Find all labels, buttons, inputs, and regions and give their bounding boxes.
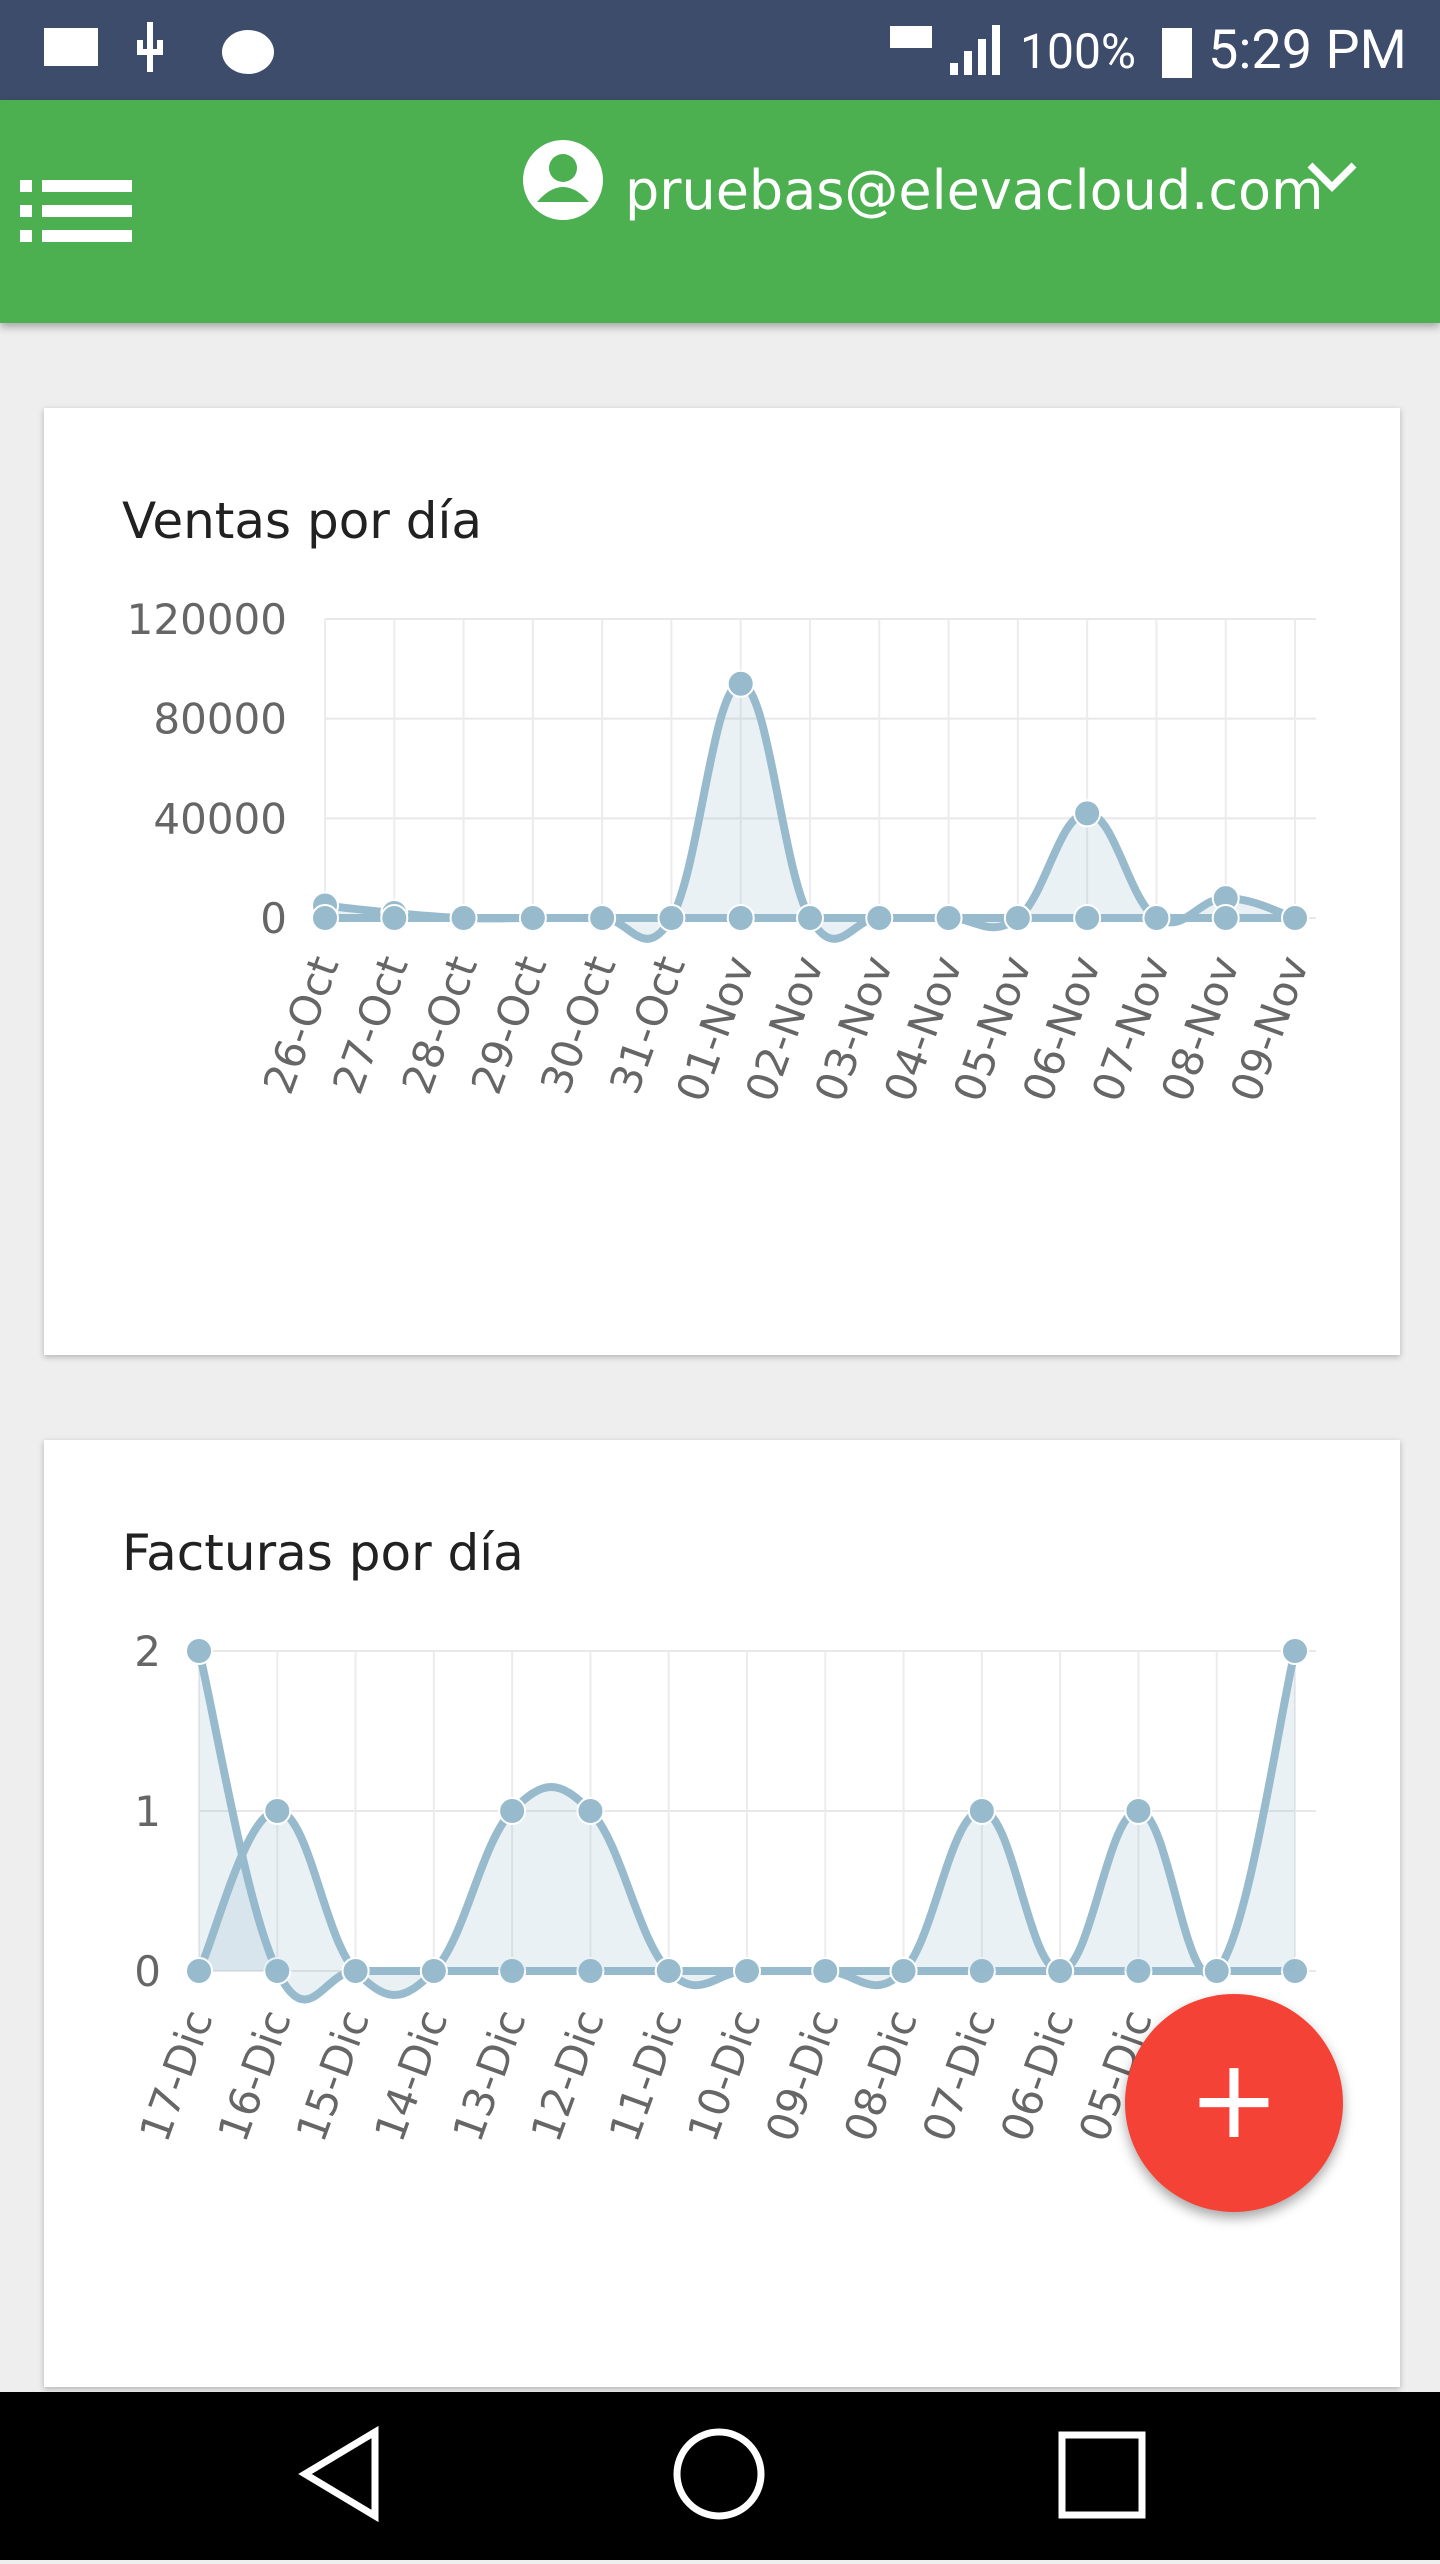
usb-icon xyxy=(137,22,163,72)
home-button[interactable] xyxy=(673,2428,765,2520)
area xyxy=(325,683,1295,939)
point xyxy=(889,1957,918,1985)
y-tick-label: 120000 xyxy=(127,595,287,644)
x-tick-label: 16-Dic xyxy=(208,2004,300,2148)
lte-icon xyxy=(890,26,932,48)
point xyxy=(498,1957,527,1985)
point xyxy=(1281,1957,1309,1985)
point xyxy=(1124,1797,1153,1825)
y-tick-label: 2 xyxy=(134,1627,161,1676)
battery-text: 100% xyxy=(1020,23,1136,80)
x-tick-label: 14-Dic xyxy=(365,2004,457,2148)
point xyxy=(518,904,547,932)
nav-bar xyxy=(0,2392,1440,2560)
user-email[interactable]: pruebas@elevacloud.com xyxy=(625,159,1324,222)
point xyxy=(185,1637,213,1665)
point xyxy=(1073,799,1102,828)
y-tick-label: 40000 xyxy=(153,794,287,843)
signal-icon xyxy=(950,25,1000,75)
android-icon xyxy=(222,30,274,74)
menu-button[interactable] xyxy=(20,180,132,242)
x-tick-label: 10-Dic xyxy=(678,2004,770,2148)
point xyxy=(1281,904,1309,932)
y-tick-label: 80000 xyxy=(153,695,287,744)
y-tick-label: 1 xyxy=(134,1787,161,1836)
point xyxy=(1003,904,1032,932)
x-tick-label: 06-Dic xyxy=(991,2004,1083,2148)
chart-title: Ventas por día xyxy=(122,492,482,550)
x-tick-label: 07-Dic xyxy=(913,2004,1005,2148)
y-tick-label: 0 xyxy=(260,894,287,943)
add-button[interactable]: + xyxy=(1125,1994,1343,2212)
point xyxy=(865,904,894,932)
point xyxy=(1211,904,1240,932)
point xyxy=(263,1797,292,1825)
point xyxy=(1142,904,1171,932)
point xyxy=(263,1957,292,1985)
message-icon xyxy=(44,28,98,66)
point xyxy=(726,904,755,932)
chart-title: Facturas por día xyxy=(122,1524,524,1582)
x-tick-label: 09-Dic xyxy=(756,2004,848,2148)
app-bar: pruebas@elevacloud.com xyxy=(0,100,1440,323)
point xyxy=(1202,1957,1231,1985)
point xyxy=(311,904,339,932)
point xyxy=(341,1957,370,1985)
point xyxy=(1046,1957,1075,1985)
battery-icon xyxy=(1162,28,1192,78)
point xyxy=(576,1797,605,1825)
point xyxy=(419,1957,448,1985)
back-button[interactable] xyxy=(298,2425,379,2523)
point xyxy=(576,1957,605,1985)
point xyxy=(967,1957,996,1985)
point xyxy=(657,904,686,932)
point xyxy=(934,904,963,932)
x-tick-label: 12-Dic xyxy=(521,2004,613,2148)
status-icons: 100% 5:29 PM xyxy=(44,19,1407,82)
x-tick-label: 13-Dic xyxy=(443,2004,535,2148)
point xyxy=(726,669,755,698)
app-bar-content: pruebas@elevacloud.com xyxy=(20,140,1357,242)
x-tick-label: 11-Dic xyxy=(600,2004,692,2148)
point xyxy=(588,904,617,932)
chart-card: Facturas por día 0 1 2 17-Dic 16-Dic 15-Dic 14-… xyxy=(44,1440,1400,2387)
x-tick-label: 17-Dic xyxy=(130,2004,222,2148)
recents-button[interactable] xyxy=(1058,2431,1146,2519)
x-tick-label: 15-Dic xyxy=(287,2004,379,2148)
x-tick-label: 08-Dic xyxy=(835,2004,927,2148)
status-bar: 100% 5:29 PM xyxy=(0,0,1440,100)
point xyxy=(498,1797,527,1825)
point xyxy=(654,1957,683,1985)
time: 5:29 PM xyxy=(1208,19,1407,82)
y-tick-label: 0 xyxy=(134,1947,161,1996)
chart-card: Ventas por día 0 40000 80000 120000 26-Oct 27-… xyxy=(44,408,1400,1355)
area xyxy=(199,1651,1295,1995)
point xyxy=(1073,904,1102,932)
point xyxy=(380,904,409,932)
dropdown-arrow[interactable] xyxy=(1307,162,1357,192)
line xyxy=(195,1650,1299,1999)
point xyxy=(967,1797,996,1825)
nav-icons xyxy=(298,2425,1146,2523)
chart: Ventas por día0400008000012000026-Oct27-… xyxy=(122,492,1318,1108)
point xyxy=(1124,1957,1153,1985)
point xyxy=(1281,1637,1309,1665)
point xyxy=(185,1957,213,1985)
account-icon xyxy=(523,140,603,220)
point xyxy=(796,904,824,932)
point xyxy=(733,1957,761,1985)
point xyxy=(811,1957,840,1985)
chart: Facturas por día 0 1 2 17-Dic16-Dic15-Dic14-… xyxy=(122,1524,1316,2148)
point xyxy=(449,904,478,932)
line xyxy=(195,1650,1295,2004)
